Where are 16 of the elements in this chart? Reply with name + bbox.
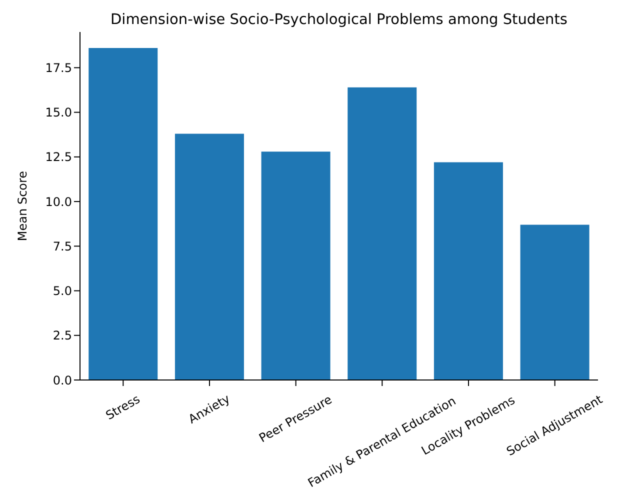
bar xyxy=(520,224,590,380)
y-tick-label: 15.0 xyxy=(45,106,72,120)
y-axis-title: Mean Score xyxy=(15,170,30,242)
y-tick-label: 0.0 xyxy=(52,373,72,388)
bar xyxy=(88,48,158,380)
y-tick-label: 12.5 xyxy=(45,150,72,164)
y-tick-label: 7.5 xyxy=(52,239,72,254)
chart-title: Dimension-wise Socio-Psychological Problems among Students xyxy=(110,12,568,28)
bar xyxy=(434,162,503,380)
bar xyxy=(174,134,244,380)
y-tick-label: 5.0 xyxy=(52,284,72,298)
y-tick-label: 17.5 xyxy=(45,60,72,75)
y-tick-label: 2.5 xyxy=(52,328,72,343)
bar xyxy=(261,152,330,380)
y-tick-label: 10.0 xyxy=(45,194,72,209)
bar xyxy=(348,87,417,380)
